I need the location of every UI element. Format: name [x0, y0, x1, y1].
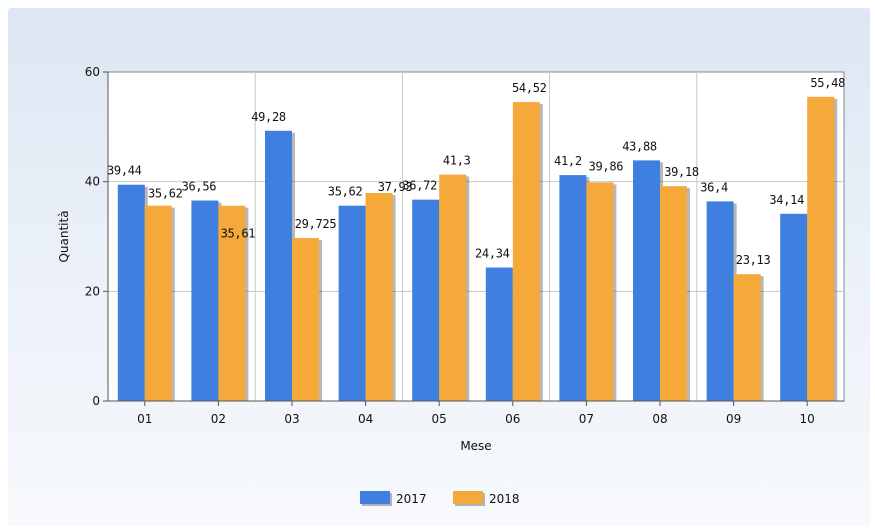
data-label-2017-06: 24,34 [475, 247, 510, 261]
data-label-2017-10: 34,14 [769, 193, 804, 207]
bar-2017-07[interactable] [559, 175, 587, 401]
x-axis-title: Mese [460, 439, 491, 453]
data-label-2017-05: 36,72 [402, 179, 437, 193]
bar-2017-06[interactable] [485, 267, 513, 401]
bar-2017-01[interactable] [117, 184, 145, 401]
x-tick-label-09: 09 [726, 412, 741, 426]
x-tick-label-04: 04 [358, 412, 373, 426]
legend-label-2018: 2018 [489, 492, 520, 506]
data-label-2017-08: 43,88 [622, 139, 657, 153]
legend-item-2017[interactable]: 2017 [360, 491, 427, 506]
x-tick-label-07: 07 [579, 412, 594, 426]
x-tick-label-10: 10 [800, 412, 815, 426]
y-tick-label: 0 [92, 394, 100, 408]
y-tick-label: 60 [85, 65, 100, 79]
bar-2018-06[interactable] [512, 102, 540, 401]
bar-2018-01[interactable] [144, 205, 172, 401]
chart-panel: 0 20 40 60 01 02 03 04 05 06 07 08 09 10 Mese Quantità … [8, 8, 870, 526]
bar-2018-03[interactable] [292, 238, 319, 401]
bar-2018-05[interactable] [439, 174, 467, 401]
x-tick-label-03: 03 [284, 412, 299, 426]
legend-swatch-2018 [453, 491, 483, 504]
bar-2017-10[interactable] [780, 213, 808, 401]
bar-2018-07[interactable] [586, 182, 614, 401]
bar-2017-05[interactable] [412, 199, 440, 401]
data-label-2017-09: 36,4 [700, 180, 728, 194]
axes: 0 20 40 60 01 02 03 04 05 06 07 08 09 10 Mese Quantità [57, 65, 844, 453]
bar-2018-08[interactable] [660, 186, 687, 401]
bar-2018-09[interactable] [733, 274, 761, 401]
data-label-2018-09: 23,13 [736, 253, 771, 267]
y-axis-title: Quantità [57, 210, 71, 262]
bar-2018-10[interactable] [807, 96, 835, 401]
data-label-2018-10: 55,48 [810, 76, 845, 90]
bar-2018-04[interactable] [365, 193, 393, 401]
data-label-2018-01: 35,62 [148, 187, 183, 201]
x-tick-label-02: 02 [211, 412, 226, 426]
data-label-2018-06: 54,52 [512, 81, 547, 95]
data-label-2018-03: 29,725 [295, 217, 337, 231]
x-tick-label-01: 01 [137, 412, 152, 426]
data-label-2017-04: 35,62 [328, 185, 363, 199]
data-label-2018-05: 41,3 [443, 154, 471, 168]
bar-2017-02[interactable] [191, 200, 219, 401]
bar-2018-02[interactable] [218, 205, 246, 401]
data-label-2018-04: 37,93 [378, 180, 413, 194]
x-tick-label-05: 05 [432, 412, 447, 426]
legend-label-2017: 2017 [396, 492, 427, 506]
bar-2017-03[interactable] [265, 130, 292, 401]
data-label-2018-07: 39,86 [589, 159, 624, 173]
x-tick-label-08: 08 [652, 412, 667, 426]
data-label-2017-01: 39,44 [107, 164, 142, 178]
bar-2017-09[interactable] [706, 201, 734, 401]
bar-2017-04[interactable] [338, 205, 366, 401]
bars [117, 96, 838, 401]
data-label-2017-03: 49,28 [251, 110, 286, 124]
data-label-2018-02: 35,61 [221, 227, 256, 241]
legend[interactable]: 2017 2018 [360, 491, 520, 506]
bar-2017-08[interactable] [633, 160, 660, 401]
legend-item-2018[interactable]: 2018 [453, 491, 520, 506]
legend-swatch-2017 [360, 491, 390, 504]
data-label-2017-02: 36,56 [182, 180, 217, 194]
data-label-2017-07: 41,2 [554, 154, 582, 168]
data-label-2018-08: 39,18 [664, 165, 699, 179]
x-tick-label-06: 06 [505, 412, 520, 426]
y-tick-label: 20 [85, 284, 100, 298]
y-tick-label: 40 [85, 175, 100, 189]
